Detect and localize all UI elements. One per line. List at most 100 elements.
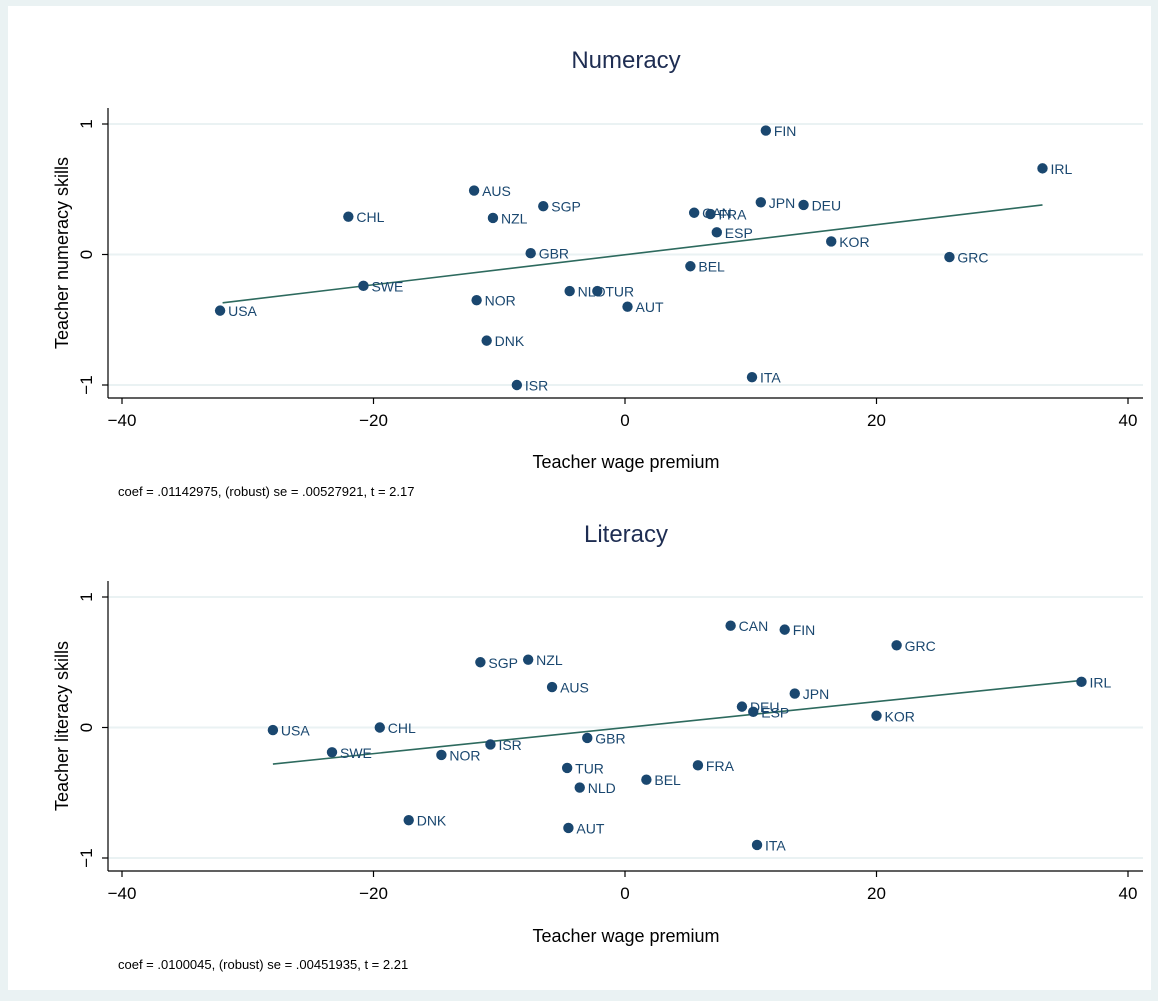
x-tick-label: −20	[359, 884, 388, 903]
point-label-irl: IRL	[1089, 674, 1111, 690]
data-point-esp	[748, 706, 759, 718]
point-label-ita: ITA	[760, 370, 781, 386]
data-point-sgp	[538, 201, 549, 212]
point-label-tur: TUR	[605, 284, 634, 300]
point-label-esp: ESP	[761, 704, 789, 720]
data-point-fin	[779, 624, 790, 635]
data-point-fra	[705, 208, 716, 220]
point-label-aus: AUS	[482, 183, 511, 199]
y-tick-label: 0	[77, 723, 96, 732]
point-label-kor: KOR	[885, 708, 915, 724]
data-point-irl	[1076, 676, 1087, 688]
point-label-nzl: NZL	[501, 210, 528, 226]
data-point-irl	[1037, 163, 1048, 174]
data-point-can	[725, 620, 736, 631]
data-point-tur	[561, 762, 573, 774]
point-label-nzl: NZL	[536, 652, 563, 668]
y-tick-label: 1	[77, 119, 96, 128]
data-point-can	[688, 207, 700, 218]
point-label-aus: AUS	[560, 680, 589, 696]
regression-note: coef = .0100045, (robust) se = .00451935…	[118, 957, 408, 972]
figure-background	[8, 6, 1151, 990]
point-label-dnk: DNK	[495, 333, 525, 349]
point-label-usa: USA	[228, 303, 257, 319]
chart-title: Literacy	[584, 521, 668, 548]
data-point-nor	[436, 749, 447, 761]
x-tick-label: −40	[108, 884, 137, 903]
data-point-isr	[511, 379, 523, 391]
fit-line	[272, 679, 1081, 765]
data-point-bel	[641, 774, 652, 785]
regression-note: coef = .01142975, (robust) se = .0052792…	[118, 484, 414, 499]
x-tick-label: 20	[867, 411, 886, 430]
point-label-gbr: GBR	[595, 730, 625, 746]
point-label-bel: BEL	[654, 772, 681, 788]
data-point-aut	[563, 822, 574, 834]
data-point-deu	[798, 199, 809, 211]
point-label-isr: ISR	[525, 378, 548, 394]
point-label-isr: ISR	[498, 737, 521, 753]
data-point-tur	[592, 285, 603, 297]
data-point-deu	[736, 701, 748, 712]
data-point-nld	[564, 285, 575, 297]
point-label-tur: TUR	[575, 760, 604, 776]
data-point-gbr	[582, 732, 593, 744]
data-point-jpn	[789, 688, 800, 699]
point-label-deu: DEU	[812, 197, 842, 213]
point-label-grc: GRC	[957, 250, 988, 266]
point-label-chl: CHL	[356, 209, 384, 225]
x-axis-title: Teacher wage premium	[532, 926, 719, 946]
data-point-grc	[944, 251, 955, 263]
data-point-nzl	[487, 212, 499, 224]
data-point-kor	[826, 236, 837, 247]
point-label-chl: CHL	[388, 720, 416, 736]
point-label-aut: AUT	[576, 820, 604, 836]
data-point-swe	[358, 280, 369, 292]
data-point-swe	[326, 747, 338, 758]
x-tick-label: −20	[359, 411, 388, 430]
data-point-jpn	[755, 197, 767, 208]
y-tick-label: 1	[77, 592, 96, 601]
point-label-gbr: GBR	[539, 246, 569, 262]
point-label-kor: KOR	[839, 234, 869, 250]
point-label-sgp: SGP	[551, 199, 581, 215]
x-tick-label: 20	[867, 884, 886, 903]
data-point-ita	[751, 839, 763, 851]
point-label-swe: SWE	[340, 745, 372, 761]
data-point-nzl	[522, 654, 534, 665]
data-point-nld	[574, 782, 585, 793]
x-tick-label: 40	[1119, 884, 1138, 903]
y-axis-title: Teacher numeracy skills	[52, 157, 72, 349]
point-label-esp: ESP	[725, 225, 753, 241]
point-label-swe: SWE	[371, 278, 403, 294]
data-point-aus	[468, 185, 480, 196]
data-point-dnk	[481, 335, 492, 346]
data-point-esp	[711, 227, 722, 238]
point-label-sgp: SGP	[488, 655, 518, 671]
point-label-fra: FRA	[706, 758, 735, 774]
data-point-usa	[214, 305, 226, 316]
y-tick-label: −1	[77, 375, 96, 394]
data-point-aus	[546, 681, 558, 693]
data-point-fra	[692, 760, 704, 771]
point-label-ita: ITA	[765, 837, 786, 853]
point-label-nor: NOR	[485, 293, 516, 309]
point-label-irl: IRL	[1050, 161, 1072, 177]
point-label-nor: NOR	[449, 747, 480, 763]
data-point-kor	[871, 710, 882, 721]
point-label-usa: USA	[281, 723, 310, 739]
y-axis-title: Teacher literacy skills	[52, 641, 72, 811]
point-label-fin: FIN	[793, 622, 816, 638]
point-label-dnk: DNK	[417, 813, 447, 829]
chart-title: Numeracy	[571, 47, 680, 74]
data-point-aut	[622, 301, 633, 312]
x-tick-label: 0	[620, 411, 629, 430]
chart-panel-numeracy: Numeracy −1 0 1 −40 −20 0 20 40 Teacher numeracy …	[52, 47, 1143, 499]
data-point-usa	[267, 724, 279, 736]
y-tick-label: 0	[77, 250, 96, 259]
data-point-nor	[471, 294, 482, 306]
data-point-sgp	[475, 657, 486, 668]
x-axis-title: Teacher wage premium	[532, 452, 719, 472]
